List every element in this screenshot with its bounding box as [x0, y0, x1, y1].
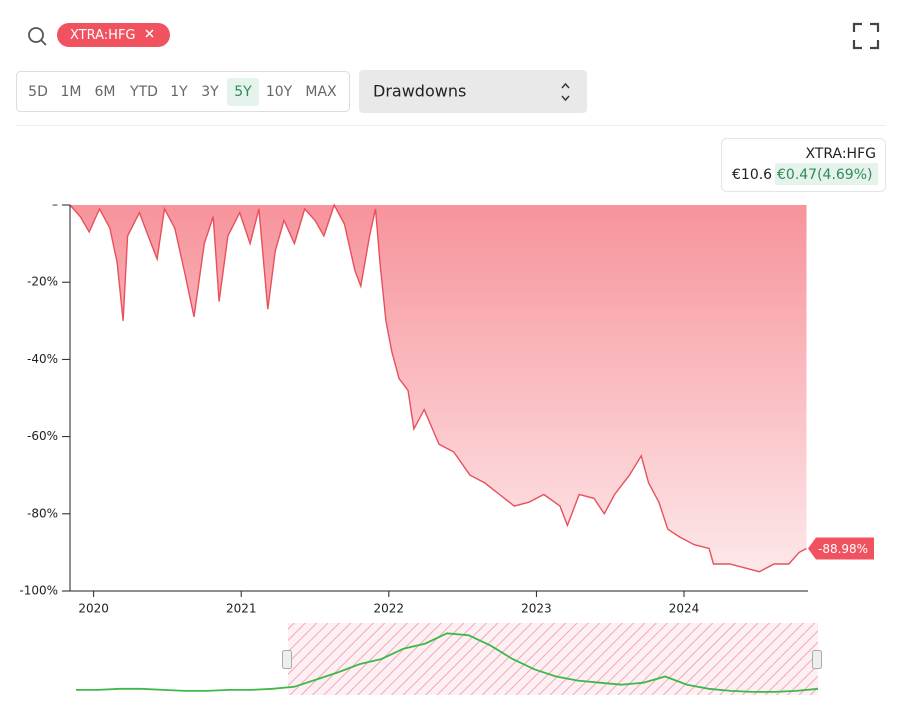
drawdown-chart: – -20% -40% -60% -80% -100% 2020 2021 2022 2023 20… [19, 198, 874, 616]
range-button[interactable]: 10Y [266, 84, 293, 100]
range-buttons: 5D 1M 6M YTD 1Y 3Y 5Y 10Y MAX [28, 78, 337, 106]
drawdown-line [69, 203, 807, 573]
x-tick-label: 2020 [78, 602, 109, 616]
navigator [76, 632, 819, 693]
y-tick-label: -40% [27, 352, 58, 366]
change-bg [775, 163, 878, 185]
last-value-tag [808, 537, 874, 560]
y-tick-label: -20% [27, 275, 58, 289]
dropdown[interactable] [359, 70, 587, 113]
range-button[interactable]: MAX [305, 84, 337, 100]
ticker-text: XTRA:HFG [70, 28, 136, 43]
x-tick-label: 2022 [374, 602, 405, 616]
chip-close[interactable] [145, 29, 154, 38]
search-icon[interactable] [28, 27, 47, 46]
tooltip-change: €0.47(4.69%) [777, 167, 872, 183]
range-button[interactable]: YTD [129, 84, 158, 100]
ticker-chip[interactable] [57, 23, 170, 47]
range-button[interactable]: 6M [95, 84, 116, 100]
navigator-handle[interactable] [812, 650, 822, 669]
x-tick-label: 2021 [226, 602, 257, 616]
range-button[interactable]: 5Y [234, 84, 252, 100]
last-value-label: -88.98% [818, 542, 868, 556]
navigator-handle[interactable] [282, 650, 292, 669]
y-tick-label: -80% [27, 506, 58, 520]
navigator-line [76, 632, 819, 693]
dropdown-text: Drawdowns [373, 82, 466, 101]
range-button[interactable]: 1M [61, 84, 82, 100]
tooltip-title: XTRA:HFG [805, 146, 876, 162]
tooltip-price: €10.6 [732, 167, 772, 183]
y-tick-label: -60% [27, 429, 58, 443]
y-tick-label: -100% [19, 584, 58, 598]
drawdown-area [70, 205, 807, 572]
x-tick-label: 2023 [521, 602, 552, 616]
range-button[interactable]: 1Y [170, 84, 188, 100]
y-tick-label: – [52, 198, 58, 212]
fullscreen-button[interactable] [852, 22, 880, 50]
x-tick-label: 2024 [669, 602, 700, 616]
dropdown-arrows [561, 82, 570, 102]
active-range-bg [227, 78, 259, 106]
navigator-selection[interactable] [288, 623, 818, 695]
range-group [16, 71, 350, 112]
range-button[interactable]: 5D [28, 84, 48, 100]
range-button[interactable]: 3Y [201, 84, 219, 100]
